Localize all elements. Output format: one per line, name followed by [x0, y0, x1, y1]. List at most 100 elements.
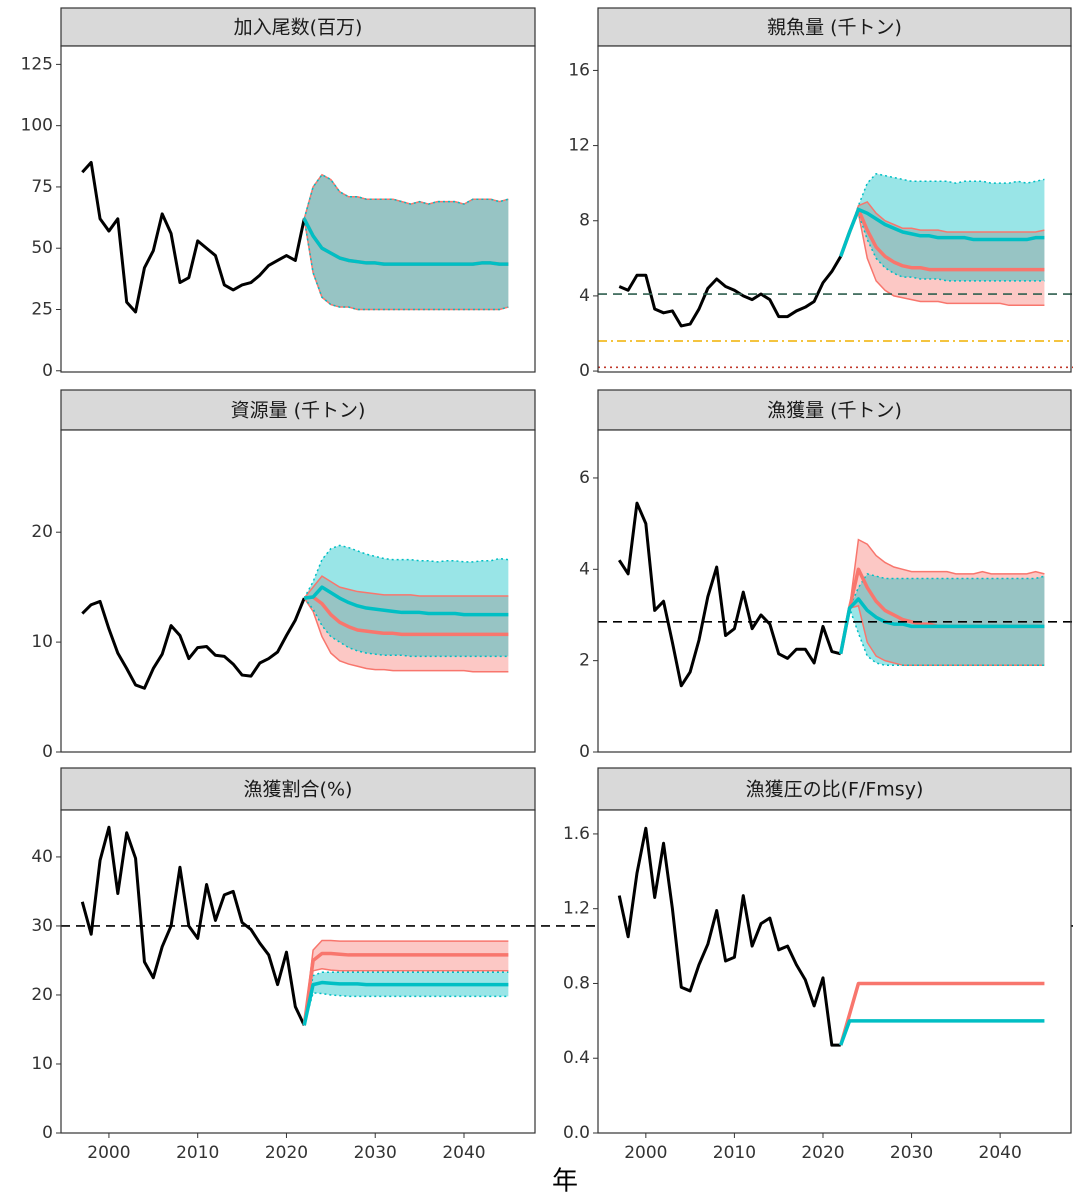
- y-tick-label: 0.4: [563, 1048, 590, 1068]
- band-lower: [303, 597, 509, 658]
- plot-background: [598, 430, 1071, 752]
- y-tick-label: 20: [31, 985, 53, 1005]
- plot-border: [597, 429, 1072, 753]
- band-upper: [839, 573, 1045, 654]
- plot-border: [60, 429, 536, 753]
- history-line: [81, 160, 306, 314]
- strip-background: [597, 7, 1072, 47]
- projection-line: [838, 597, 1045, 655]
- projection-line: [839, 1019, 1045, 1046]
- plot-background: [61, 46, 535, 372]
- plot-border: [597, 809, 1072, 1134]
- panel: 漁獲量 (千トン) 0 2 4 6: [579, 389, 1073, 762]
- panel: 親魚量 (千トン) 0 4 8 12 16: [568, 7, 1073, 381]
- plot-area: [80, 825, 509, 1026]
- projection-line: [839, 981, 1045, 1046]
- plot-area: [617, 826, 1045, 1047]
- panel-title: 漁獲圧の比(F/Fmsy): [746, 779, 924, 801]
- band-upper: [839, 201, 1045, 257]
- projection-line: [302, 980, 509, 1026]
- strip-background: [60, 389, 536, 431]
- panel-title: 加入尾数(百万): [234, 17, 363, 39]
- x-tick-label: 2030: [890, 1143, 933, 1163]
- x-tick-label: 2040: [979, 1143, 1022, 1163]
- plot-area: [617, 501, 1045, 688]
- panel: 漁獲圧の比(F/Fmsy) 0.0 0.4 0.8 1.2 1.6 2000 2010 2020…: [563, 767, 1072, 1163]
- band-lower: [839, 605, 1045, 666]
- band: [840, 173, 1045, 281]
- history-line: [80, 825, 306, 1026]
- band: [840, 573, 1045, 666]
- band-lower: [303, 218, 509, 311]
- plot-border: [597, 45, 1072, 373]
- y-tick-label: 10: [31, 1054, 53, 1074]
- band-lower: [839, 211, 1045, 282]
- x-tick-label: 2020: [265, 1143, 308, 1163]
- y-tick-label: 4: [579, 559, 590, 579]
- projection-line: [839, 207, 1045, 272]
- x-tick-label: 2010: [713, 1143, 756, 1163]
- x-tick-label: 2020: [801, 1143, 844, 1163]
- history-line: [81, 597, 306, 690]
- y-tick-label: 50: [31, 238, 53, 258]
- x-tick-label: 2040: [442, 1143, 485, 1163]
- y-tick-label: 20: [31, 522, 53, 542]
- x-tick-label: 2000: [624, 1143, 667, 1163]
- x-tick-label: 2030: [354, 1143, 397, 1163]
- y-tick-label: 0.0: [563, 1123, 590, 1143]
- plot-background: [61, 430, 535, 752]
- band-lower: [303, 597, 509, 673]
- y-tick-label: 2: [579, 651, 590, 671]
- projection-line: [302, 951, 509, 1026]
- plot-background: [598, 810, 1071, 1133]
- y-tick-label: 125: [21, 54, 53, 74]
- band-upper: [839, 172, 1045, 257]
- y-tick-label: 10: [31, 632, 53, 652]
- y-tick-label: 1.6: [563, 824, 590, 844]
- y-tick-label: 25: [31, 299, 53, 319]
- y-tick-label: 40: [31, 847, 53, 867]
- projection-line: [839, 207, 1045, 258]
- x-tick-label: 2000: [87, 1143, 130, 1163]
- y-tick-label: 30: [31, 916, 53, 936]
- band-upper: [303, 173, 509, 220]
- y-tick-label: 16: [568, 60, 590, 80]
- panel: 資源量 (千トン) 0 10 20: [31, 389, 536, 762]
- band-upper: [839, 538, 1045, 654]
- y-tick-label: 6: [579, 468, 590, 488]
- panel-title: 資源量 (千トン): [231, 400, 366, 422]
- y-tick-label: 0: [579, 361, 590, 381]
- panel: 加入尾数(百万) 0 25 50 75 100 125: [21, 7, 536, 381]
- y-tick-label: 4: [579, 286, 590, 306]
- band-upper: [303, 939, 509, 1026]
- panel-title: 漁獲割合(%): [244, 779, 353, 801]
- band: [304, 576, 509, 672]
- plot-area: [618, 172, 1045, 328]
- band: [304, 174, 509, 310]
- plot-border: [60, 809, 536, 1134]
- band-lower: [839, 210, 1045, 307]
- projection-line: [302, 218, 509, 266]
- history-line: [617, 501, 842, 688]
- strip-background: [597, 767, 1072, 811]
- history-line: [618, 255, 842, 328]
- band-upper: [303, 971, 509, 1026]
- projection-line: [303, 585, 509, 617]
- band-lower: [303, 992, 509, 1026]
- y-tick-label: 100: [21, 116, 53, 136]
- panel-title: 親魚量 (千トン): [767, 17, 902, 39]
- y-tick-label: 0.8: [563, 973, 590, 993]
- x-tick-label: 2010: [176, 1143, 219, 1163]
- plot-area: [81, 544, 509, 690]
- y-tick-label: 1.2: [563, 899, 590, 919]
- band-lower: [303, 967, 509, 1026]
- x-axis-label: 年: [552, 1167, 578, 1197]
- band-upper: [303, 575, 509, 599]
- y-tick-label: 12: [568, 136, 590, 156]
- projection-line: [303, 595, 509, 637]
- y-tick-label: 0: [42, 742, 53, 762]
- panel-title: 漁獲量 (千トン): [767, 400, 902, 422]
- y-tick-label: 0: [42, 361, 53, 381]
- plot-border: [60, 45, 536, 373]
